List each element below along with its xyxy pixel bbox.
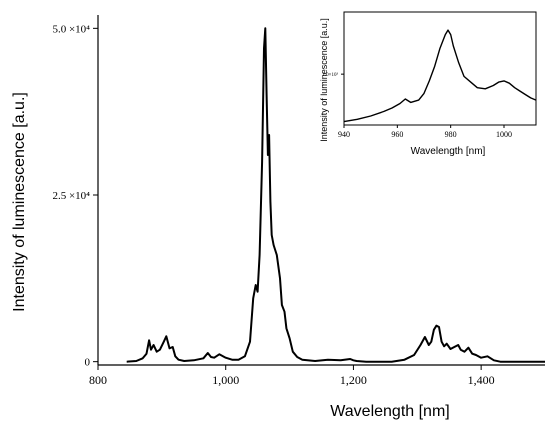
inset-x-tick-label: 940 xyxy=(338,130,350,139)
inset-chart: 940 960 980 1000 1.0×10³ Wavelength [nm] Int… xyxy=(319,11,537,157)
main-y-tick-label: 0 xyxy=(85,357,91,369)
main-chart: 800 1,000 1,200 1,400 0 2.5 ×10⁴ 5.0 ×10⁴ Wave… xyxy=(11,15,545,420)
main-x-tick-label: 1,400 xyxy=(468,373,495,387)
inset-frame xyxy=(343,11,537,126)
main-y-tick-label: 5.0 ×10⁴ xyxy=(52,23,90,35)
main-x-tick-label: 800 xyxy=(89,373,107,387)
main-x-tick-label: 1,000 xyxy=(212,373,239,387)
main-x-tick-label: 1,200 xyxy=(340,373,367,387)
inset-x-tick-label: 960 xyxy=(391,130,403,139)
inset-y-tick-label: 1.0×10³ xyxy=(322,72,338,78)
main-series-line xyxy=(126,27,545,363)
inset-x-tick-label: 980 xyxy=(445,130,457,139)
inset-y-axis-label: Intensity of luminescence [a.u.] xyxy=(319,18,329,142)
main-y-axis-label: Intensity of luminescence [a.u.] xyxy=(11,92,28,312)
main-x-axis-label: Wavelength [nm] xyxy=(330,403,449,420)
main-plot-area: 800 1,000 1,200 1,400 0 2.5 ×10⁴ 5.0 ×10⁴ xyxy=(52,15,545,387)
inset-x-tick-label: 1000 xyxy=(496,130,512,139)
inset-series-line xyxy=(343,29,537,123)
main-y-tick-label: 2.5 ×10⁴ xyxy=(52,190,90,202)
inset-x-axis-label: Wavelength [nm] xyxy=(411,146,486,157)
inset-plot-area: 940 960 980 1000 1.0×10³ xyxy=(322,11,537,139)
